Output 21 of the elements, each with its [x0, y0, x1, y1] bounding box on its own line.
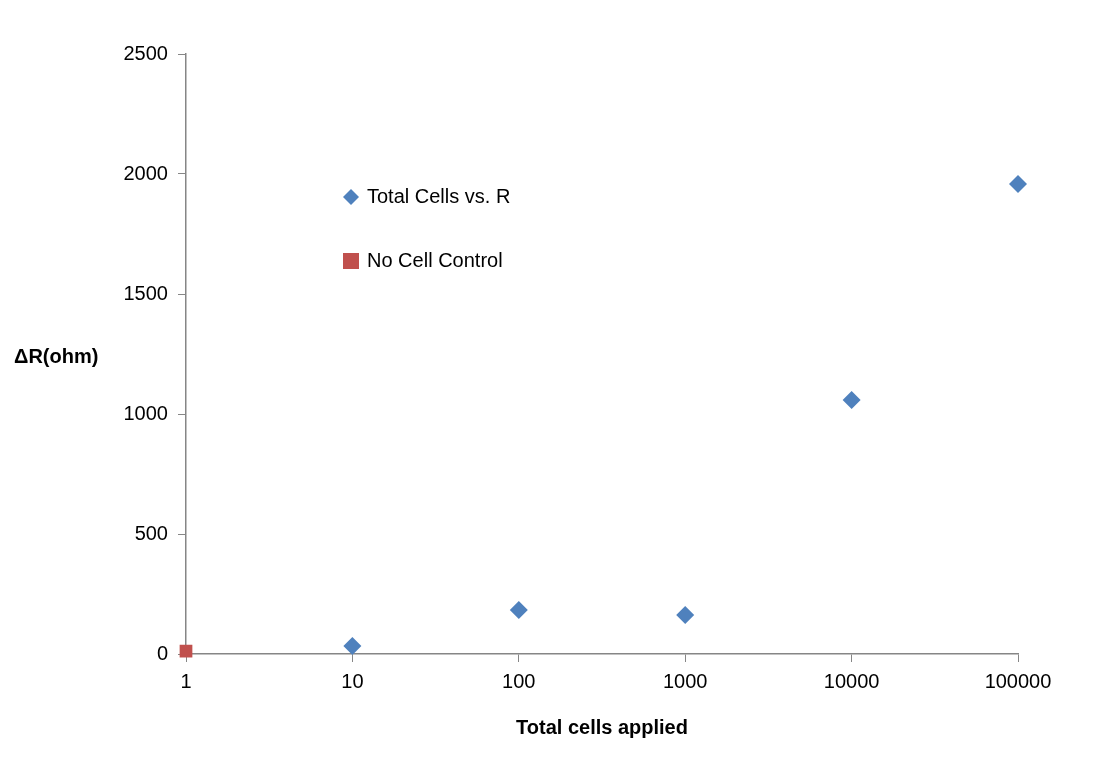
y-tick-label: 1000: [123, 401, 168, 424]
x-tick-label: 100: [502, 669, 536, 692]
x-axis-title: Total cells applied: [516, 715, 688, 738]
point: [842, 391, 861, 410]
x-tick-label: 1: [180, 669, 192, 692]
legend-label: Total Cells vs. R: [367, 184, 511, 207]
y-tick-label: 2000: [123, 161, 168, 184]
x-tick-label: 10000: [823, 669, 880, 692]
point: [343, 637, 362, 656]
y-tick-label: 1500: [123, 281, 168, 304]
y-axis-title: ΔR(ohm): [14, 344, 99, 367]
x-tick-label: 1000: [662, 669, 708, 692]
y-tick-label: 0: [156, 641, 168, 664]
point: [509, 601, 528, 620]
y-tick-label: 2500: [123, 41, 168, 64]
point: [676, 605, 695, 624]
x-tick-label: 10: [341, 669, 364, 692]
legend-label: No Cell Control: [367, 248, 503, 271]
y-tick-label: 500: [134, 521, 168, 544]
point: [1009, 175, 1027, 194]
x-tick-label: 100000: [984, 669, 1052, 692]
